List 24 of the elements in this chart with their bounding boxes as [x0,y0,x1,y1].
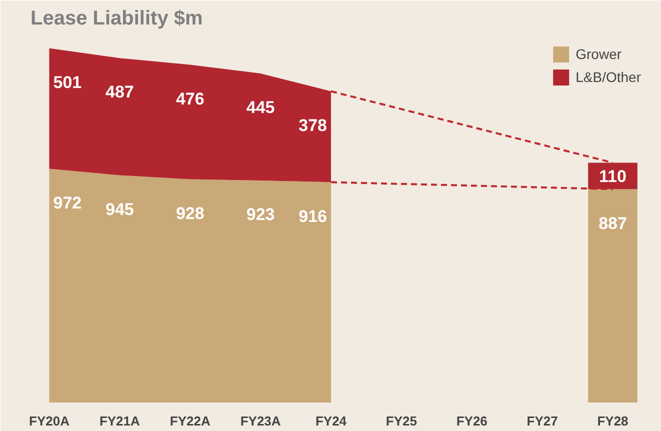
chart-title: Lease Liability $m [30,8,203,30]
legend-label: L&B/Other [576,69,641,85]
data-label: 923 [246,205,275,224]
data-label: 916 [298,206,328,226]
x-tick-label: FY28 [597,414,628,428]
x-tick-label: FY25 [386,414,417,428]
data-label: 928 [176,204,204,223]
data-label: 110 [599,166,626,186]
data-label: 378 [298,116,328,135]
x-tick-label: FY27 [526,414,558,428]
x-tick-label: FY26 [456,414,488,428]
x-tick-label: FY20A [29,414,70,428]
x-tick-label: FY22A [170,414,211,428]
data-label: 445 [246,98,275,118]
data-label: 972 [53,193,82,212]
x-tick-label: FY23A [240,414,282,428]
data-label: 476 [176,89,204,108]
data-label: 487 [106,82,134,102]
data-label: 887 [598,214,627,233]
x-tick-label: FY21A [99,414,141,428]
data-label: 945 [106,200,134,219]
legend-label: Grower [576,46,622,62]
x-tick-label: FY24 [315,414,348,428]
data-label: 501 [53,72,82,92]
